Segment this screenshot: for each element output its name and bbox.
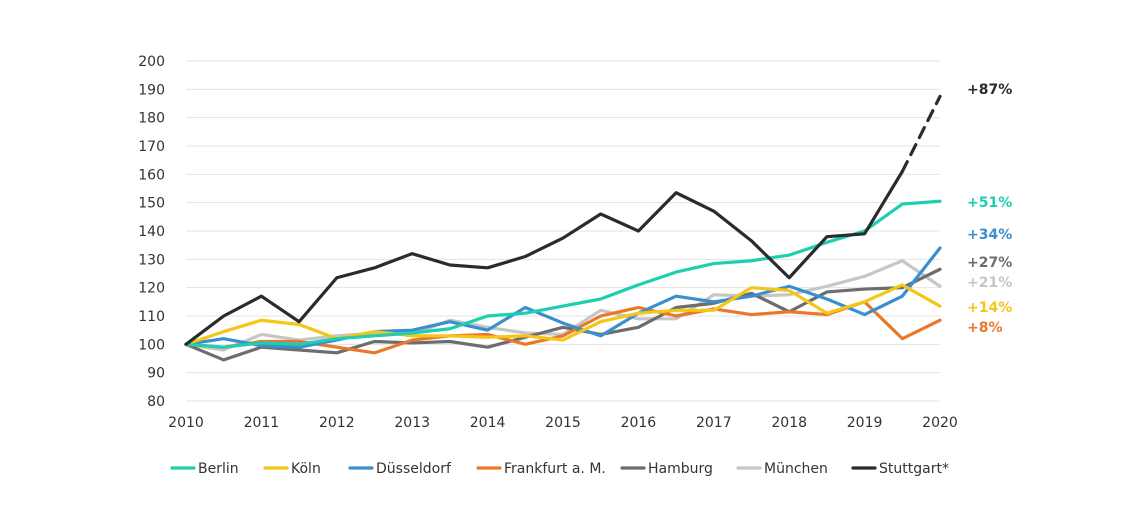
x-tick-label: 2011 bbox=[244, 415, 280, 431]
y-tick-label: 110 bbox=[138, 309, 165, 325]
legend-entry: Frankfurt a. M. bbox=[504, 461, 606, 477]
legend-entry: München bbox=[764, 461, 828, 477]
x-tick-label: 2016 bbox=[621, 415, 657, 431]
series-line-d-sseldorf bbox=[184, 246, 942, 349]
y-tick-label: 150 bbox=[138, 196, 165, 212]
series-lines bbox=[184, 94, 942, 362]
y-tick-label: 190 bbox=[138, 82, 165, 98]
y-tick-label: 130 bbox=[138, 252, 165, 268]
y-tick-label: 180 bbox=[138, 111, 165, 127]
y-tick-label: 120 bbox=[138, 281, 165, 297]
series-line-stuttgart- bbox=[184, 169, 904, 346]
y-tick-label: 140 bbox=[138, 224, 165, 240]
end-label: +87% bbox=[967, 82, 1012, 98]
series-line-berlin bbox=[184, 199, 942, 349]
y-tick-label: 170 bbox=[138, 139, 165, 155]
x-tick-label: 2013 bbox=[394, 415, 430, 431]
y-tick-label: 90 bbox=[147, 366, 165, 382]
x-tick-label: 2018 bbox=[771, 415, 807, 431]
y-tick-label: 160 bbox=[138, 167, 165, 183]
end-label: +14% bbox=[967, 300, 1012, 316]
end-label: +27% bbox=[967, 255, 1012, 271]
x-tick-label: 2010 bbox=[168, 415, 204, 431]
legend-entry: Stuttgart* bbox=[879, 461, 949, 477]
end-label: +8% bbox=[967, 320, 1003, 336]
y-tick-label: 200 bbox=[138, 54, 165, 70]
end-labels: +51% +14% +34% +8% +27% +21% +87% bbox=[967, 82, 1012, 336]
x-tick-label: 2014 bbox=[470, 415, 506, 431]
legend-entry: Berlin bbox=[198, 461, 239, 477]
legend-entry: Hamburg bbox=[648, 461, 713, 477]
y-axis-ticks: 80 90 100 110 120 130 140 150 160 170 180 190 200 bbox=[138, 54, 165, 410]
x-axis-ticks: 2010 2011 2012 2013 2014 2015 2016 2017 2018 2019… bbox=[168, 415, 958, 431]
series-line-k-ln bbox=[184, 283, 942, 346]
end-label: +34% bbox=[967, 227, 1012, 243]
series-line-projection bbox=[900, 94, 942, 174]
x-tick-label: 2012 bbox=[319, 415, 355, 431]
series-line-hamburg bbox=[184, 267, 942, 362]
end-label: +51% bbox=[967, 195, 1012, 211]
y-tick-label: 80 bbox=[147, 394, 165, 410]
end-label: +21% bbox=[967, 275, 1012, 291]
legend-entry: Köln bbox=[291, 461, 321, 477]
legend-entry: Düsseldorf bbox=[376, 461, 452, 477]
x-tick-label: 2015 bbox=[545, 415, 581, 431]
legend: Berlin Köln Düsseldorf Frankfurt a. M. Hambu… bbox=[170, 461, 949, 477]
y-tick-label: 100 bbox=[138, 337, 165, 353]
x-tick-label: 2020 bbox=[922, 415, 958, 431]
x-tick-label: 2017 bbox=[696, 415, 732, 431]
x-tick-label: 2019 bbox=[847, 415, 883, 431]
